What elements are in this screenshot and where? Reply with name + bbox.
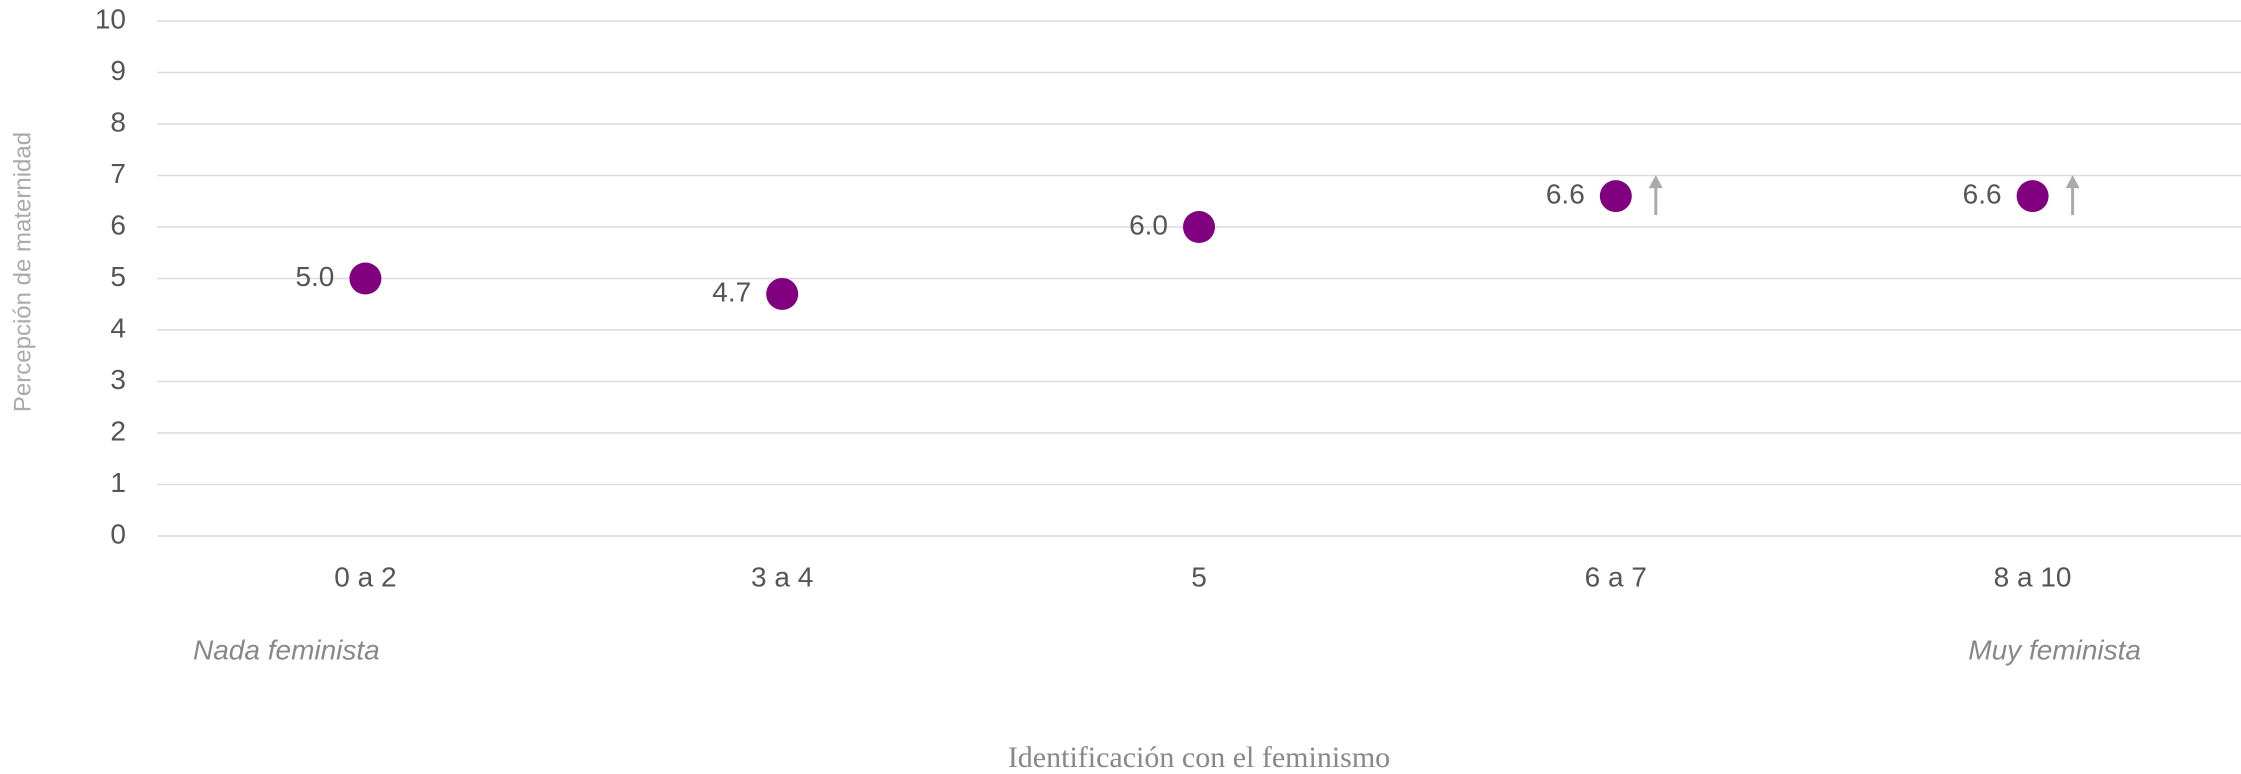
- y-tick-label: 10: [95, 3, 126, 34]
- dot: [349, 262, 382, 295]
- y-tick-label: 6: [110, 209, 126, 240]
- annotation: Nada feminista: [193, 634, 380, 665]
- y-tick-label: 1: [110, 467, 126, 498]
- x-tick-label: 8 a 10: [1994, 561, 2072, 592]
- y-tick-label: 7: [110, 158, 126, 189]
- dot: [1183, 211, 1215, 243]
- annotation: Muy feminista: [1968, 634, 2141, 665]
- x-axis-title: Identificación con el feminismo: [1008, 741, 1390, 774]
- y-tick-label: 9: [110, 55, 126, 86]
- data-label: 5.0: [295, 261, 334, 292]
- y-tick-label: 2: [110, 415, 126, 446]
- data-label: 6.6: [1546, 178, 1585, 209]
- y-tick-label: 8: [110, 106, 126, 137]
- y-tick-label: 3: [110, 364, 126, 395]
- dot: [766, 277, 799, 310]
- dot: [2016, 180, 2049, 213]
- dot: [1599, 180, 1632, 213]
- x-tick-label: 5: [1191, 561, 1207, 592]
- y-tick-label: 0: [110, 518, 126, 549]
- x-tick-label: 0 a 2: [334, 561, 396, 592]
- y-tick-label: 4: [110, 312, 126, 343]
- x-tick-label: 6 a 7: [1585, 561, 1647, 592]
- x-tick-label: 3 a 4: [751, 561, 813, 592]
- data-label: 6.6: [1963, 178, 2002, 209]
- arrow-head: [1648, 175, 1663, 189]
- y-tick-label: 5: [110, 261, 126, 292]
- data-label: 4.7: [712, 276, 751, 307]
- data-label: 6.0: [1129, 209, 1168, 240]
- arrow-head: [2065, 175, 2080, 189]
- y-axis-title: Percepción de maternidad: [9, 132, 36, 412]
